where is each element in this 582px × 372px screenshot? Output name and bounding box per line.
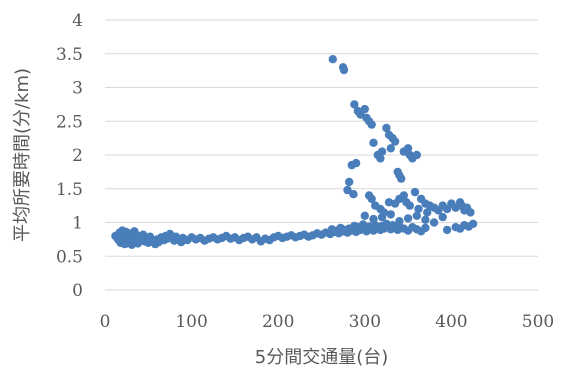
data-point [399,191,408,200]
data-point [360,211,369,220]
data-point [421,215,430,224]
y-tick-label: 3 [72,79,83,99]
x-axis-tick-labels: 0 100 200 300 400 500 [100,312,555,332]
y-tick-label: 0.5 [56,247,83,267]
data-point [403,144,413,153]
data-point [412,211,421,220]
data-point [350,100,359,109]
data-point [377,212,387,222]
data-point [412,150,421,160]
data-point [414,204,423,214]
data-point [367,120,376,129]
x-tick-label: 0 [100,312,111,332]
data-point [369,138,378,147]
y-tick-label: 2.5 [56,112,83,132]
data-point [349,190,358,199]
data-point [438,212,447,222]
x-tick-label: 200 [262,312,294,332]
data-point [397,174,406,183]
data-point [429,218,439,227]
data-point [382,123,391,133]
data-points [111,55,478,249]
data-point [405,201,414,210]
data-point [395,217,404,226]
y-tick-label: 1.5 [56,180,83,200]
data-point [343,185,352,195]
x-tick-label: 500 [522,312,554,332]
data-point [390,137,400,146]
data-point [328,55,337,64]
data-point [421,223,430,233]
y-tick-label: 2 [72,146,83,166]
data-point [468,219,478,228]
data-point [442,225,452,235]
y-axis-title: 平均所要時間(分/km) [12,68,33,242]
y-tick-label: 3.5 [56,45,83,65]
y-tick-label: 0 [72,281,83,301]
data-point [347,160,356,170]
data-point [345,177,354,187]
x-tick-label: 300 [349,312,381,332]
data-point [386,144,395,153]
data-point [360,104,369,114]
data-point [377,147,387,156]
x-tick-label: 100 [175,312,207,332]
y-axis-tick-labels: 0 0.5 1 1.5 2 2.5 3 3.5 4 [56,11,83,301]
data-point [376,154,385,163]
data-point [339,65,349,75]
y-tick-label: 4 [72,11,83,31]
data-point [403,214,413,223]
gridlines [105,19,538,291]
x-axis-title: 5分間交通量(台) [255,347,389,368]
data-point [367,194,376,204]
data-point [410,187,420,197]
y-tick-label: 1 [72,214,83,234]
data-point [369,214,378,224]
x-tick-label: 400 [435,312,467,332]
data-point [386,210,395,219]
data-point [466,208,475,217]
data-point [423,208,432,217]
